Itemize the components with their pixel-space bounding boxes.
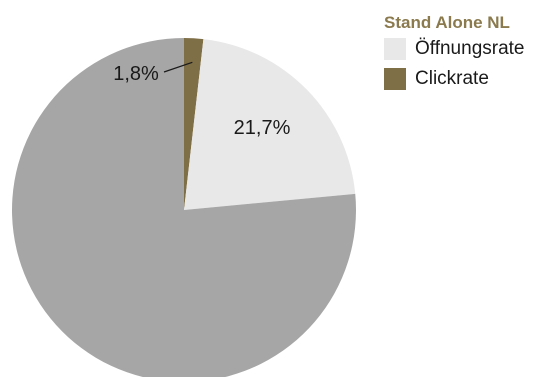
pie-labels: 1,8% 21,7%	[113, 61, 291, 139]
leader-line-clickrate	[163, 61, 193, 73]
legend-item-oeffnungsrate: Öffnungsrate	[384, 34, 525, 64]
data-label-clickrate: 1,8%	[113, 63, 159, 85]
legend-label-clickrate: Clickrate	[415, 68, 489, 89]
pie-slice-clickrate	[184, 38, 204, 210]
pie-slice--ffnungsrate	[184, 39, 356, 211]
legend-label-oeffnungsrate: Öffnungsrate	[415, 38, 525, 59]
legend-swatch-oeffnungsrate	[384, 38, 406, 60]
pie-slice-rest	[12, 38, 356, 377]
legend-item-clickrate: Clickrate	[384, 64, 525, 94]
data-label--ffnungsrate: 21,7%	[234, 117, 291, 139]
pie-slices	[12, 38, 356, 377]
legend-swatch-clickrate	[384, 68, 406, 90]
legend: Stand Alone NL Öffnungsrate Clickrate	[384, 12, 525, 94]
legend-title: Stand Alone NL	[384, 13, 510, 32]
